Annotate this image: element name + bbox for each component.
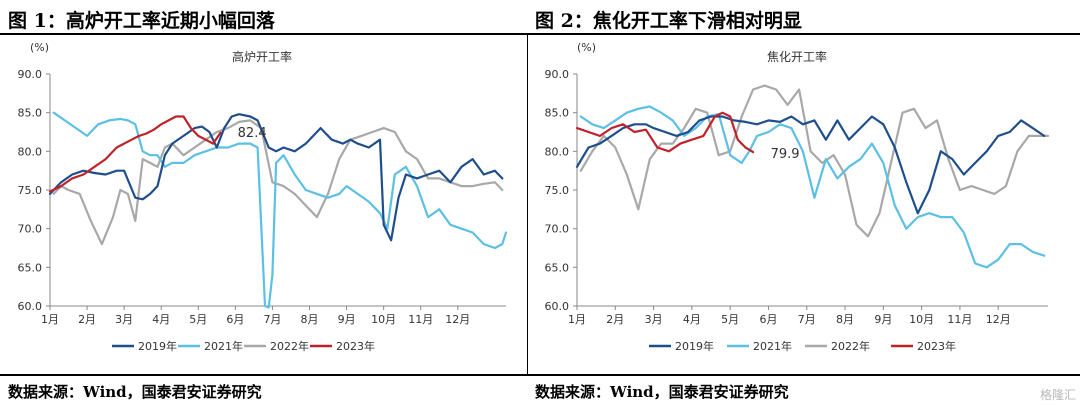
legend-label: 2021年 xyxy=(753,339,792,353)
series-line-2022年 xyxy=(52,119,504,246)
x-tick-label: 1月 xyxy=(41,313,59,326)
y-tick-label: 90.0 xyxy=(545,68,570,81)
y-tick-label: 75.0 xyxy=(18,184,43,197)
chart-title: 高炉开工率 xyxy=(232,49,292,64)
y-tick-label: 65.0 xyxy=(545,261,570,274)
y-tick-label: 75.0 xyxy=(545,184,570,197)
x-tick-label: 12月 xyxy=(986,313,1011,326)
legend-label: 2021年 xyxy=(204,339,243,353)
y-tick-label: 65.0 xyxy=(18,261,43,274)
y-tick-label: 85.0 xyxy=(18,107,43,120)
series-line-2023年 xyxy=(48,115,222,193)
x-tick-label: 11月 xyxy=(408,313,433,326)
series-line-2019年 xyxy=(48,113,504,242)
legend-label: 2019年 xyxy=(675,339,714,353)
coking-chart: (%) 焦化开工率 60.0 65.0 70.0 75.0 80.0 85.0 90.0 1月 2月… xyxy=(545,41,1050,353)
x-tick-label: 3月 xyxy=(645,313,663,326)
series-line-2021年 xyxy=(52,111,508,309)
series-line-2021年 xyxy=(579,105,1046,269)
latest-value-label: 79.9 xyxy=(771,147,800,162)
series-line-2023年 xyxy=(575,111,755,154)
x-tick-label: 1月 xyxy=(568,313,586,326)
legend-label: 2019年 xyxy=(138,339,177,353)
x-tick-label: 10月 xyxy=(371,313,396,326)
panel-divider xyxy=(527,34,528,374)
figure-2-panel: 图 2：焦化开工率下滑相对明显 (%) 焦化开工率 60.0 65.0 70.0 75.0… xyxy=(527,0,1080,405)
top-rule xyxy=(527,33,1080,35)
y-tick-label: 80.0 xyxy=(18,145,43,158)
legend-label: 2022年 xyxy=(270,339,309,353)
unit-label: (%) xyxy=(30,41,49,54)
figure-title: 图 1：高炉开工率近期小幅回落 xyxy=(8,10,275,32)
y-tick-label: 60.0 xyxy=(18,300,43,313)
y-tick-label: 60.0 xyxy=(545,300,570,313)
x-tick-label: 6月 xyxy=(759,313,777,326)
x-tick-label: 2月 xyxy=(606,313,624,326)
x-tick-label: 5月 xyxy=(721,313,739,326)
bottom-rule xyxy=(527,374,1080,376)
x-tick-label: 2月 xyxy=(78,313,96,326)
x-tick-label: 7月 xyxy=(798,313,816,326)
y-tick-label: 80.0 xyxy=(545,145,570,158)
latest-value-label: 82.4 xyxy=(238,126,267,141)
x-tick-label: 5月 xyxy=(189,313,207,326)
x-tick-label: 6月 xyxy=(226,313,244,326)
unit-label: (%) xyxy=(577,41,596,54)
source-note: 数据来源：Wind，国泰君安证券研究 xyxy=(8,383,262,401)
x-tick-label: 8月 xyxy=(836,313,854,326)
bottom-rule xyxy=(0,374,527,376)
legend-label: 2022年 xyxy=(831,339,870,353)
y-tick-label: 85.0 xyxy=(545,107,570,120)
x-tick-label: 12月 xyxy=(445,313,470,326)
x-tick-label: 9月 xyxy=(338,313,356,326)
chart-title: 焦化开工率 xyxy=(767,49,827,64)
source-note: 数据来源：Wind，国泰君安证券研究 xyxy=(535,383,789,401)
y-tick-label: 70.0 xyxy=(18,223,43,236)
series-line-2022年 xyxy=(579,84,1050,238)
legend-label: 2023年 xyxy=(336,339,375,353)
y-tick-label: 70.0 xyxy=(545,223,570,236)
series-line-2019年 xyxy=(575,115,1046,215)
figure-1-panel: 图 1：高炉开工率近期小幅回落 (%) 高炉开工率 60.0 65.0 70.0 75.0… xyxy=(0,0,527,405)
figure-title: 图 2：焦化开工率下滑相对明显 xyxy=(535,10,802,32)
blast-furnace-chart: (%) 高炉开工率 60.0 65.0 70.0 75.0 80.0 85.0 90.0 1月 2月… xyxy=(18,41,508,353)
x-tick-label: 11月 xyxy=(947,313,972,326)
x-tick-label: 10月 xyxy=(909,313,934,326)
x-tick-label: 4月 xyxy=(152,313,170,326)
top-rule xyxy=(0,33,527,35)
x-tick-label: 3月 xyxy=(115,313,133,326)
x-tick-label: 8月 xyxy=(301,313,319,326)
x-tick-label: 4月 xyxy=(683,313,701,326)
x-tick-label: 7月 xyxy=(263,313,281,326)
x-tick-label: 9月 xyxy=(874,313,892,326)
y-tick-label: 90.0 xyxy=(18,68,43,81)
watermark-logo: 格隆汇 xyxy=(1039,388,1076,402)
legend-label: 2023年 xyxy=(917,339,956,353)
